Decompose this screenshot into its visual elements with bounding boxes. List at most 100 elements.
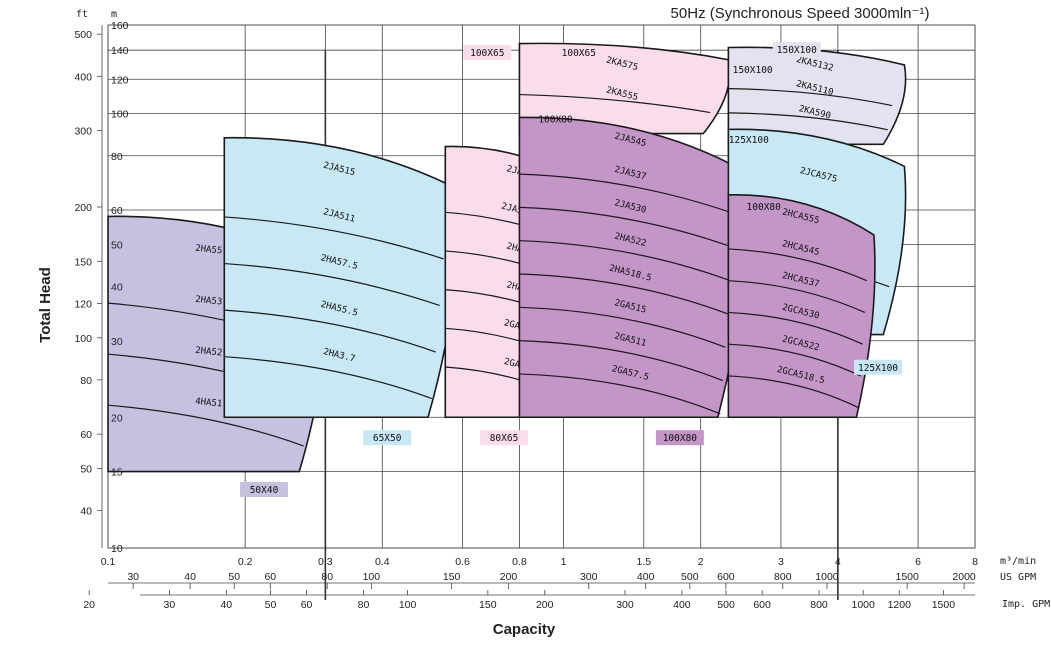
impeller-curve — [728, 343, 861, 377]
y-tick-ft: 60 — [80, 429, 92, 441]
pump-frame-100x65 — [518, 42, 731, 135]
x-tick-impgpm: 80 — [358, 599, 370, 611]
y-tick-m: 80 — [111, 151, 123, 163]
impeller-curve — [224, 356, 433, 400]
x-tick-impgpm: 500 — [717, 599, 735, 611]
frame-label-box — [772, 42, 821, 58]
frame-label-box — [463, 44, 512, 60]
x-tick-impgpm: 20 — [83, 599, 95, 611]
x-tick-impgpm: 60 — [301, 599, 313, 611]
x-tick-m3min: 6 — [915, 556, 921, 568]
y-axis-label: Total Head — [37, 267, 54, 343]
y-tick-m: 140 — [111, 45, 129, 57]
frame-label: 100X80 — [538, 114, 573, 125]
impeller-curve — [107, 404, 304, 447]
frame-label: 100X65 — [562, 48, 596, 59]
x-tick-impgpm: 300 — [616, 599, 634, 611]
impeller-curve — [519, 240, 731, 282]
impeller-curve — [728, 280, 866, 313]
x-tick-usgpm: 150 — [443, 571, 461, 583]
frame-label: 80X65 — [490, 433, 519, 444]
x-tick-m3min: 2 — [698, 556, 704, 568]
x-tick-m3min: 1.5 — [636, 556, 651, 568]
frame-label: 100X65 — [470, 48, 504, 59]
ft-unit-label: ft — [76, 9, 88, 20]
x-tick-usgpm: 80 — [321, 571, 333, 583]
x-tick-impgpm: 800 — [810, 599, 828, 611]
impeller-curve — [728, 248, 868, 282]
impeller-curve — [224, 262, 440, 307]
frame-label-box — [854, 359, 903, 375]
frame-label: 125X100 — [858, 363, 898, 374]
x-tick-usgpm: 100 — [363, 571, 381, 583]
impeller-curve — [519, 93, 711, 114]
chart-title: 50Hz (Synchronous Speed 3000mln⁻¹) — [671, 5, 930, 22]
impeller-curve — [519, 373, 721, 415]
x-tick-usgpm: 800 — [774, 571, 792, 583]
y-tick-ft: 40 — [80, 506, 92, 518]
frame-label: 125X100 — [729, 135, 769, 146]
x-tick-usgpm: 600 — [717, 571, 735, 583]
x-tick-m3min: 0.4 — [375, 556, 390, 568]
x-tick-m3min: 0.1 — [101, 556, 116, 568]
frame-label-box — [239, 481, 288, 497]
x-tick-usgpm: 50 — [228, 571, 240, 583]
pump-frame-65x50 — [223, 136, 459, 419]
x-tick-usgpm: 1500 — [895, 571, 919, 583]
x-tick-usgpm: 500 — [681, 571, 699, 583]
x-tick-usgpm: 40 — [184, 571, 196, 583]
x-tick-impgpm: 600 — [753, 599, 771, 611]
frames-layer: 2HA55.52HA53.72HA52.24HA51.52JA5152JA511… — [107, 42, 907, 497]
frame-label: 65X50 — [373, 433, 402, 444]
impeller-curve — [519, 306, 726, 348]
frame-label: 50X40 — [250, 485, 279, 496]
impeller-curve — [728, 112, 888, 131]
m-unit-label: m — [111, 9, 117, 20]
frame-label-box — [363, 430, 412, 446]
x-tick-m3min: 8 — [972, 556, 978, 568]
frame-label-box — [655, 430, 704, 446]
x-tick-usgpm: 200 — [500, 571, 518, 583]
x-tick-usgpm: 300 — [580, 571, 598, 583]
x-tick-impgpm: 200 — [536, 599, 554, 611]
y-tick-ft: 300 — [74, 126, 92, 138]
impeller-curve — [519, 340, 724, 382]
impgpm-unit-label: Imp. GPM — [1002, 599, 1050, 610]
frame-label: 150X100 — [733, 65, 773, 76]
x-tick-m3min: 0.2 — [238, 556, 253, 568]
x-tick-usgpm: 60 — [264, 571, 276, 583]
frame-label-box — [480, 430, 529, 446]
y-tick-m: 40 — [111, 282, 123, 294]
pump-frame-100x80 — [727, 194, 876, 419]
x-tick-impgpm: 400 — [673, 599, 691, 611]
x-tick-m3min: 3 — [778, 556, 784, 568]
pump-frame-150x100 — [727, 46, 907, 146]
x-tick-impgpm: 1500 — [932, 599, 956, 611]
y-tick-ft: 100 — [74, 333, 92, 345]
y-tick-ft: 200 — [74, 202, 92, 214]
x-tick-m3min: 1 — [561, 556, 567, 568]
y-tick-m: 120 — [111, 74, 129, 86]
impeller-curve — [728, 88, 893, 107]
x-tick-m3min: 0.3 — [318, 556, 333, 568]
y-tick-m: 50 — [111, 239, 123, 251]
impeller-curve — [224, 309, 436, 353]
x-tick-usgpm: 2000 — [952, 571, 976, 583]
y-tick-ft: 400 — [74, 71, 92, 83]
y-tick-m: 20 — [111, 412, 123, 424]
x-tick-impgpm: 100 — [399, 599, 417, 611]
y-tick-m: 60 — [111, 205, 123, 217]
y-tick-ft: 50 — [80, 464, 92, 476]
y-tick-m: 30 — [111, 336, 123, 348]
y-tick-m: 100 — [111, 109, 129, 121]
impeller-curve — [728, 311, 863, 345]
y-tick-m: 15 — [111, 467, 123, 479]
impeller-curve — [519, 273, 729, 315]
usgpm-unit-label: US GPM — [1000, 572, 1036, 583]
y-tick-ft: 120 — [74, 298, 92, 310]
x-tick-impgpm: 50 — [265, 599, 277, 611]
y-tick-ft: 500 — [74, 29, 92, 41]
frame-label: 100X80 — [747, 202, 782, 213]
impeller-curve — [519, 173, 736, 215]
